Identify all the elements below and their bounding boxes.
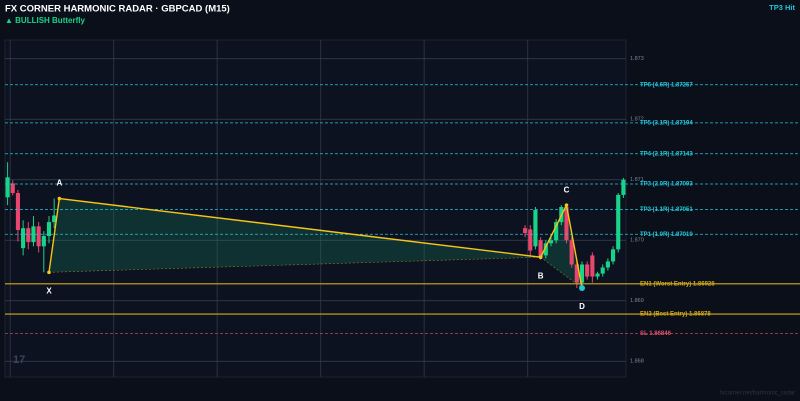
candle-body — [528, 229, 533, 251]
status: TP3 Hit — [769, 3, 795, 12]
level-label: TP5 (3.1R) 1.87194 — [640, 120, 693, 126]
pattern-point — [579, 285, 586, 292]
footer: fxcorner.net/harmonic_radar — [720, 391, 795, 397]
candle-body — [15, 193, 21, 230]
candle-body — [616, 194, 621, 250]
pattern-point-label: X — [46, 286, 52, 295]
y-tick-label: 1.868 — [630, 359, 644, 365]
candle-body — [554, 222, 559, 241]
candle-body — [533, 210, 538, 247]
pattern-point-label: B — [538, 271, 544, 280]
candle-body — [10, 183, 15, 194]
candle-body — [600, 267, 605, 274]
level-label: TP1 (1.0R) 1.87010 — [640, 232, 693, 238]
pattern-point — [47, 270, 51, 275]
candle-body — [569, 240, 574, 265]
pattern-point-label: C — [564, 185, 570, 194]
candle-body — [26, 228, 31, 243]
candle-body — [585, 264, 590, 277]
pattern-point — [57, 196, 62, 201]
y-tick-label: 1.871 — [630, 177, 644, 183]
y-tick-label: 1.872 — [630, 117, 644, 123]
level-label: EN2 (Best Entry) 1.86878 — [640, 312, 711, 318]
watermark: 17 — [13, 354, 25, 366]
pattern-point-label: D — [579, 302, 585, 311]
plot-area — [4, 39, 627, 378]
candle-body — [52, 215, 57, 223]
candle-body — [574, 264, 579, 283]
chart-title: FX CORNER HARMONIC RADAR · GBPCAD (M15) — [5, 4, 230, 15]
candle-body — [46, 222, 52, 237]
pattern-point — [564, 203, 569, 207]
candle-body — [36, 226, 41, 247]
level-label: TP6 (4.6R) 1.87257 — [640, 82, 693, 88]
level-label: EN1 (Worst Entry) 1.86928 — [640, 281, 715, 287]
candle-body — [538, 240, 543, 258]
candle-body — [41, 236, 46, 247]
candle-body — [31, 226, 36, 243]
y-tick-label: 1.869 — [630, 298, 644, 304]
candle-body — [543, 243, 548, 256]
pattern-fill-xab — [48, 198, 541, 273]
candle-body — [579, 264, 585, 283]
level-label: TP2 (1.1R) 1.87051 — [640, 207, 693, 213]
pattern-point-label: A — [56, 179, 62, 188]
pattern-point — [538, 255, 543, 260]
level-label: SL 1.86846 — [640, 331, 672, 337]
candle-body — [590, 255, 595, 277]
candle-body — [621, 179, 626, 195]
y-tick-label: 1.870 — [630, 238, 644, 244]
level-label: TP4 (2.1R) 1.87143 — [640, 151, 693, 157]
pattern-leg-xb — [48, 256, 541, 273]
candle-body — [610, 249, 616, 262]
plot-layer: 1.868 1.869 1.870 1.871 1.872 1.873 TP6 (4.6R)… — [5, 40, 800, 377]
candle-body — [605, 261, 610, 268]
level-label: TP3 (2.0R) 1.87093 — [640, 182, 693, 188]
pattern-leg-bd — [540, 256, 583, 289]
candle-body — [21, 228, 26, 249]
y-tick-label: 1.873 — [630, 56, 644, 62]
candle-body — [5, 177, 10, 198]
candle-body — [523, 228, 528, 234]
candle-body — [548, 240, 554, 244]
pattern-subtitle: ▲ BULLISH Butterfly — [5, 16, 85, 25]
candle-body — [595, 273, 600, 277]
candle-body — [564, 206, 569, 241]
